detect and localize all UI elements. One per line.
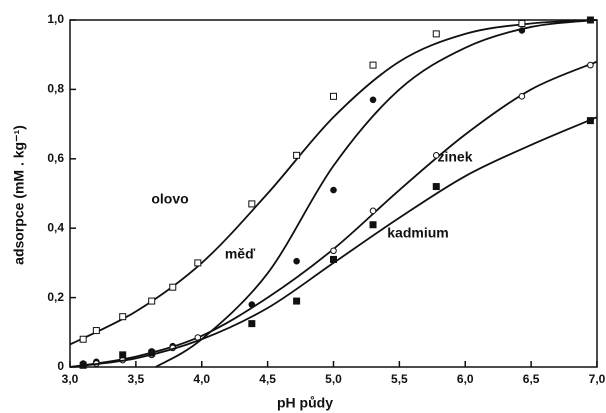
y-tick-label: 0,4 — [47, 220, 64, 234]
marker — [293, 151, 301, 159]
marker — [119, 351, 127, 359]
x-tick-label: 6,0 — [457, 372, 474, 386]
marker — [330, 247, 337, 255]
y-tick-label: 0,2 — [47, 290, 64, 304]
marker — [169, 283, 177, 291]
marker — [432, 152, 440, 159]
marker — [587, 16, 594, 24]
fit-curve — [69, 116, 598, 368]
marker — [369, 207, 377, 215]
series-label: kadmium — [387, 225, 448, 241]
y-tick-label: 0,6 — [47, 151, 64, 165]
x-tick-label: 6,5 — [523, 372, 540, 386]
marker — [518, 19, 526, 27]
y-axis-label: adsorpce (mM . kg⁻¹) — [11, 125, 27, 265]
marker — [432, 183, 440, 191]
fit-curve — [69, 19, 598, 346]
marker — [330, 186, 337, 194]
marker — [369, 221, 377, 229]
x-axis-label: pH půdy — [277, 395, 333, 411]
marker — [148, 297, 156, 305]
x-tick-label: 5,5 — [391, 372, 408, 386]
marker — [248, 200, 256, 208]
x-tick-label: 4,0 — [193, 372, 210, 386]
marker — [293, 297, 301, 305]
marker — [518, 27, 526, 34]
marker — [79, 335, 87, 343]
x-tick-label: 4,5 — [259, 372, 276, 386]
plot-frame — [69, 19, 598, 368]
marker — [369, 61, 377, 69]
marker — [432, 30, 440, 38]
y-tick-label: 1,0 — [47, 12, 64, 26]
marker — [587, 61, 594, 69]
marker — [518, 93, 526, 100]
fit-curve — [69, 60, 598, 368]
marker — [586, 117, 594, 125]
marker — [330, 255, 337, 263]
x-tick-label: 3,5 — [128, 372, 145, 386]
fit-curve — [155, 19, 598, 368]
marker — [369, 96, 377, 104]
marker — [293, 257, 300, 265]
x-tick-label: 5,0 — [325, 372, 342, 386]
x-tick-label: 7,0 — [589, 372, 606, 386]
marker — [148, 349, 156, 357]
marker — [248, 320, 256, 328]
series-label: olovo — [151, 191, 188, 207]
series-label: měď — [225, 246, 256, 262]
marker — [194, 259, 202, 267]
marker — [119, 313, 127, 321]
marker — [92, 327, 100, 335]
y-tick-label: 0 — [57, 359, 64, 373]
marker — [79, 361, 87, 369]
marker — [330, 92, 337, 100]
series-label: zinek — [437, 149, 472, 165]
x-tick-label: 3,0 — [62, 372, 79, 386]
y-tick-label: 0,8 — [47, 82, 64, 96]
